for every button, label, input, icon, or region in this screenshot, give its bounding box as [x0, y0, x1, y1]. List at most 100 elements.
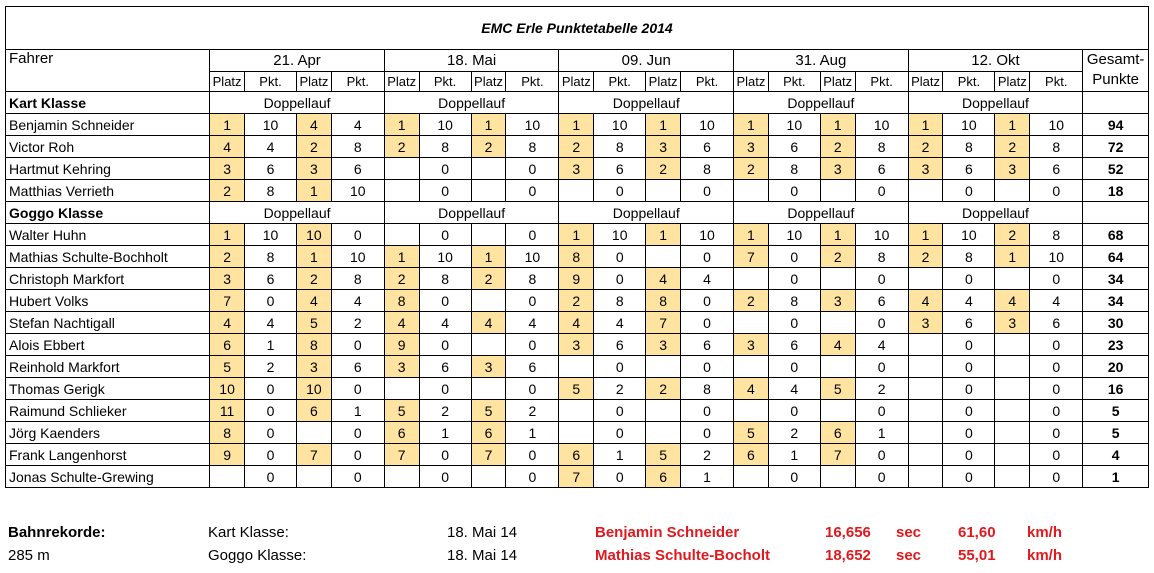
pkt-cell: 10	[679, 223, 735, 246]
pkt-cell: 8	[330, 135, 385, 158]
pkt-cell: 10	[505, 113, 560, 136]
platz-cell	[383, 157, 420, 180]
platz-cell: 1	[558, 223, 595, 246]
platz-cell	[470, 157, 507, 180]
platz-header: Platz	[296, 71, 332, 92]
pkt-cell: 10	[854, 113, 909, 136]
platz-cell: 6	[296, 399, 332, 422]
driver-name: Frank Langenhorst	[4, 443, 211, 466]
pkt-cell: 0	[942, 465, 996, 488]
driver-name: Mathias Schulte-Bochholt	[4, 245, 211, 268]
platz-cell	[733, 465, 769, 488]
doppellauf-label: Doppellauf	[733, 201, 909, 224]
platz-cell: 4	[296, 113, 332, 136]
doppellauf-label: Doppellauf	[907, 201, 1084, 224]
platz-cell	[645, 179, 681, 202]
pkt-cell: 0	[505, 465, 560, 488]
platz-cell: 7	[733, 245, 769, 268]
points-table-sheet: EMC Erle Punktetabelle 2014 Fahrer 21. A…	[4, 6, 1149, 488]
pkt-cell: 0	[767, 465, 821, 488]
platz-cell: 1	[733, 223, 769, 246]
record-time: 16,656	[825, 524, 871, 541]
pkt-cell: 0	[854, 443, 909, 466]
platz-cell: 3	[907, 311, 944, 334]
pkt-cell: 10	[1029, 113, 1084, 136]
pkt-cell: 4	[330, 289, 385, 312]
total-points: 72	[1082, 135, 1149, 158]
platz-cell: 6	[733, 443, 769, 466]
pkt-cell: 0	[679, 311, 735, 334]
pkt-cell: 10	[505, 245, 560, 268]
platz-header: Platz	[907, 71, 944, 92]
pkt-cell: 0	[942, 355, 996, 378]
table-row: Reinhold Markfort 5 2 3 6 3 6 3 6 0 0 0 0 0 0 20	[4, 355, 1149, 378]
pkt-cell: 8	[767, 157, 821, 180]
pkt-cell: 8	[593, 289, 647, 312]
platz-header: Platz	[558, 71, 595, 92]
platz-cell: 1	[994, 113, 1031, 136]
platz-cell: 3	[558, 157, 595, 180]
pkt-cell: 4	[505, 311, 560, 334]
platz-cell: 4	[994, 289, 1031, 312]
pkt-cell: 6	[243, 267, 298, 290]
platz-cell: 7	[819, 443, 856, 466]
platz-cell: 3	[296, 355, 332, 378]
platz-cell: 3	[209, 157, 245, 180]
gesamt-header: Gesamt- Punkte	[1082, 49, 1149, 92]
pkt-cell: 10	[942, 223, 996, 246]
table-row: Walter Huhn 1 10 10 0 0 0 1 10 1 10 1 10 1 10 1 10 2 8 68	[4, 223, 1149, 246]
record-speed: 55,01	[958, 547, 996, 564]
pkt-cell: 6	[1029, 157, 1084, 180]
platz-cell: 10	[296, 377, 332, 400]
total-points: 4	[1082, 443, 1149, 466]
pkt-cell: 6	[593, 333, 647, 356]
platz-cell: 2	[819, 135, 856, 158]
platz-cell	[470, 465, 507, 488]
pkt-cell: 6	[942, 311, 996, 334]
doppellauf-label: Doppellauf	[558, 201, 735, 224]
platz-cell	[645, 245, 681, 268]
driver-name: Hartmut Kehring	[4, 157, 211, 180]
pkt-cell: 2	[854, 377, 909, 400]
pkt-cell: 0	[418, 443, 472, 466]
pkt-cell: 0	[679, 179, 735, 202]
pkt-cell: 10	[593, 113, 647, 136]
race-date-header: 21. Apr	[209, 49, 385, 72]
driver-name: Walter Huhn	[4, 223, 211, 246]
pkt-cell: 0	[330, 333, 385, 356]
platz-cell	[645, 421, 681, 444]
gesamt-header-line1: Gesamt-	[1086, 51, 1145, 68]
pkt-cell: 0	[1029, 443, 1084, 466]
pkt-cell: 0	[418, 179, 472, 202]
platz-cell: 5	[209, 355, 245, 378]
total-points: 34	[1082, 267, 1149, 290]
table-row: Raimund Schlieker 11 0 6 1 5 2 5 2 0 0 0 0 0 0 5	[4, 399, 1149, 422]
pkt-cell: 0	[854, 267, 909, 290]
table-row: Stefan Nachtigall 4 4 5 2 4 4 4 4 4 4 7 0 0 0 3 6 3 6 30	[4, 311, 1149, 334]
platz-cell	[994, 377, 1031, 400]
record-speed: 61,60	[958, 524, 996, 541]
platz-header: Platz	[209, 71, 245, 92]
platz-cell: 2	[470, 267, 507, 290]
pkt-cell: 10	[854, 223, 909, 246]
platz-cell: 5	[296, 311, 332, 334]
platz-cell	[470, 223, 507, 246]
table-row: Hartmut Kehring 3 6 3 6 0 0 3 6 2 8 2 8 3 6 3 6 3 6 52	[4, 157, 1149, 180]
total-points: 94	[1082, 113, 1149, 136]
platz-cell: 1	[296, 179, 332, 202]
platz-cell	[558, 421, 595, 444]
pkt-cell: 0	[767, 179, 821, 202]
pkt-cell: 4	[1029, 289, 1084, 312]
platz-cell: 1	[645, 223, 681, 246]
platz-cell: 1	[470, 113, 507, 136]
platz-cell: 7	[645, 311, 681, 334]
pkt-cell: 0	[505, 443, 560, 466]
pkt-cell: 0	[854, 465, 909, 488]
table-title: EMC Erle Punktetabelle 2014	[5, 6, 1149, 50]
driver-name: Alois Ebbert	[4, 333, 211, 356]
pkt-cell: 1	[418, 421, 472, 444]
platz-cell: 1	[558, 113, 595, 136]
pkt-cell: 0	[854, 311, 909, 334]
fahrer-header: Fahrer	[4, 49, 211, 92]
pkt-cell: 0	[679, 245, 735, 268]
